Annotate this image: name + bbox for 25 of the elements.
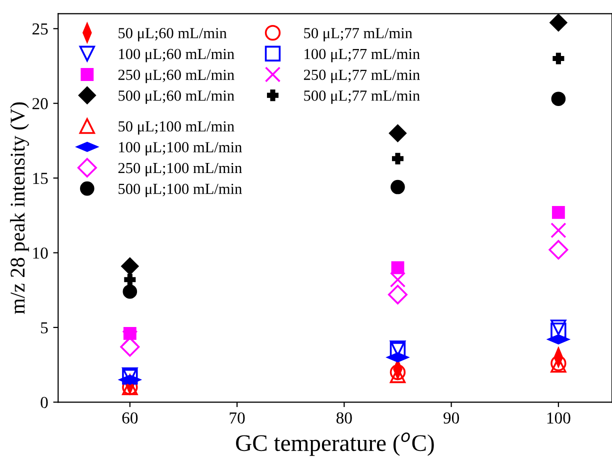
legend-label: 250 μL;77 mL/min: [304, 70, 420, 84]
legend-label: 500 μL;60 mL/min: [118, 90, 234, 104]
legend-label: 100 μL;100 mL/min: [119, 142, 242, 156]
y-tick-label: 15: [33, 172, 48, 184]
x-tick-label: 60: [122, 412, 138, 424]
y-tick-label: 5: [41, 322, 48, 334]
x-tick-label: 100: [547, 412, 570, 424]
y-tick-label: 0: [40, 396, 48, 408]
x-tick-label: 70: [230, 412, 245, 424]
legend-label: 50 μL;60 mL/min: [118, 28, 227, 42]
legend-label: 50 μL;77 mL/min: [304, 28, 412, 42]
legend-label: 250 μL;100 mL/min: [118, 162, 242, 176]
x-axis-title: GC temperature ($^{o}$C): [236, 432, 434, 456]
x-tick-label: 80: [336, 412, 352, 424]
y-tick-label: 25: [32, 23, 48, 35]
legend-label: 100 μL;77 mL/min: [304, 48, 420, 62]
x-tick-label: 90: [444, 412, 460, 424]
legend-label: 500 μL;100 mL/min: [118, 184, 242, 198]
legend-label: 100 μL;60 mL/min: [119, 48, 234, 62]
legend-label: 250 μL;60 mL/min: [118, 70, 234, 84]
y-tick-label: 10: [33, 247, 48, 259]
legend-label: 500 μL;77 mL/min: [304, 90, 420, 104]
y-tick-label: 20: [32, 98, 48, 110]
legend-label: 50 μL;100 mL/min: [118, 121, 234, 135]
y-axis-title: m/z 28 peak intensity (V): [10, 102, 29, 314]
